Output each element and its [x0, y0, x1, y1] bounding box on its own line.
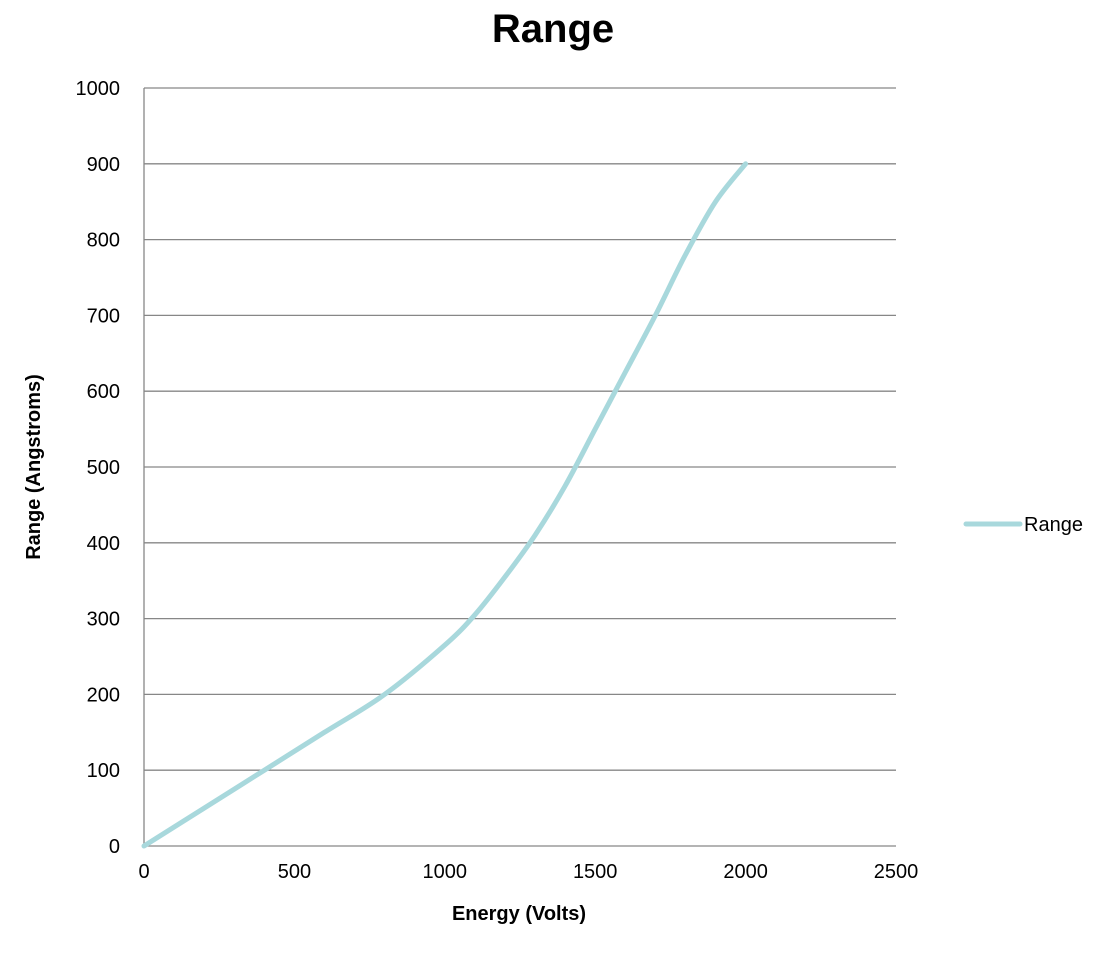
y-axis-title: Range (Angstroms)	[23, 374, 45, 560]
y-tick-label: 100	[87, 760, 120, 782]
chart-title: Range	[492, 7, 614, 51]
x-tick-label: 2000	[723, 861, 768, 883]
x-tick-label: 0	[138, 861, 149, 883]
y-tick-label: 200	[87, 684, 120, 706]
series-lines	[141, 161, 749, 849]
y-axis-tick-labels: 0 100 200 300 400 500 600 700 800 900 1000	[76, 78, 121, 858]
y-tick-label: 700	[87, 305, 120, 327]
y-tick-label: 300	[87, 609, 120, 631]
legend: Range	[963, 514, 1083, 536]
series-line-range	[141, 161, 749, 849]
y-tick-label: 0	[109, 836, 120, 858]
y-tick-label: 500	[87, 457, 120, 479]
y-tick-label: 400	[87, 533, 120, 555]
x-axis-title: Energy (Volts)	[452, 903, 586, 925]
legend-label: Range	[1024, 514, 1083, 536]
x-tick-label: 1500	[573, 861, 618, 883]
y-tick-label: 1000	[76, 78, 121, 100]
y-tick-label: 900	[87, 154, 120, 176]
x-tick-label: 2500	[874, 861, 919, 883]
x-tick-label: 1000	[423, 861, 468, 883]
y-tick-label: 800	[87, 230, 120, 252]
gridlines	[143, 87, 896, 847]
x-tick-label: 500	[278, 861, 311, 883]
y-tick-label: 600	[87, 381, 120, 403]
x-axis-tick-labels: 0 500 1000 1500 2000 2500	[138, 861, 918, 883]
